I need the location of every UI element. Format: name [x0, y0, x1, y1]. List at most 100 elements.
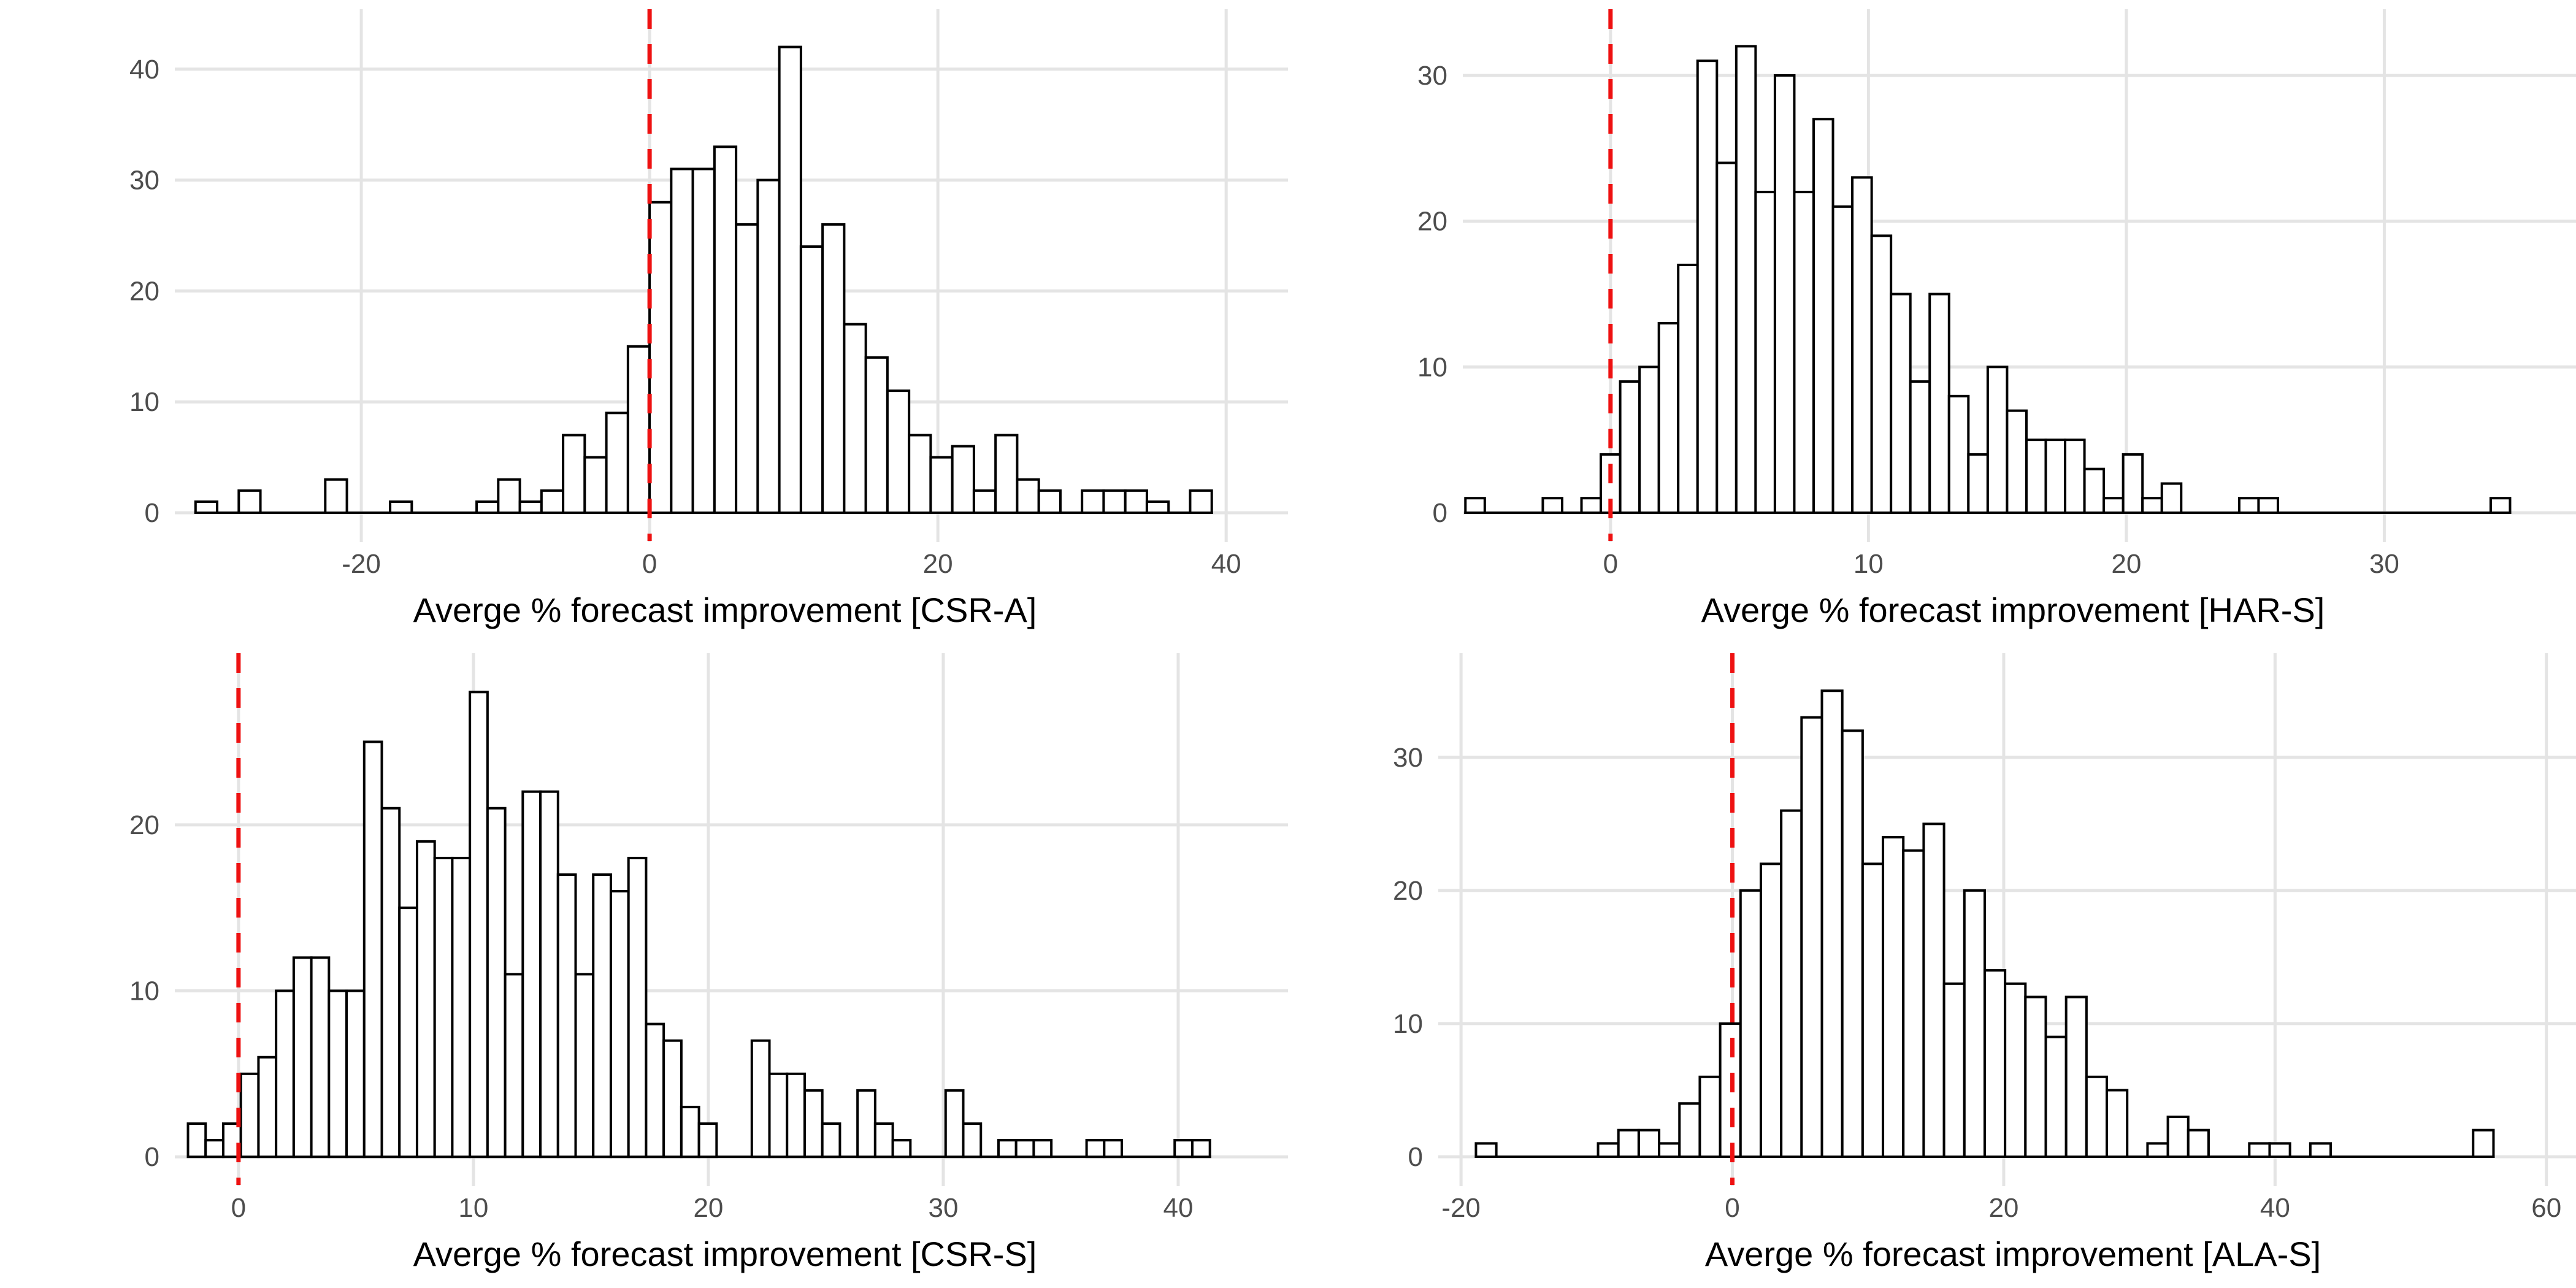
histogram-bar [2083, 467, 2106, 514]
ala-s-plot: 0 10 20 30 -20 0 20 40 60 Averge % forecast impr… [1393, 653, 2576, 1273]
histogram-bar [486, 807, 507, 1159]
histogram-bar [997, 1139, 1018, 1159]
histogram-bar [328, 989, 348, 1159]
histogram-bar [2160, 482, 2183, 514]
x-tick-label: 20 [2111, 549, 2141, 579]
histogram-bar [1037, 489, 1062, 515]
histogram-bar [1698, 1075, 1722, 1159]
histogram-bar [648, 201, 673, 515]
histogram-bar [1780, 809, 1803, 1159]
histogram-bar [645, 1022, 665, 1159]
histogram-bar [592, 873, 612, 1159]
histogram-bar [750, 1039, 771, 1159]
histogram-bar [1016, 478, 1040, 515]
histogram-bar [1754, 191, 1776, 514]
histogram-bar [662, 1039, 683, 1159]
panel-csr-s: 0 10 20 0 10 20 30 40 Averge % forecast improve… [0, 644, 1288, 1288]
histogram-bar [799, 245, 824, 515]
histogram-bar [680, 1105, 700, 1159]
histogram-bar [2004, 982, 2027, 1159]
y-tick-label: 10 [1393, 1009, 1423, 1039]
plot-layer: 0 10 20 30 0 10 20 30 [1417, 9, 2576, 579]
histogram-bar [1597, 1142, 1620, 1159]
csr-a-plot: 0 10 20 30 40 -20 0 20 40 Averge % forecast impr… [129, 9, 1288, 629]
histogram-bar [1793, 191, 1815, 514]
y-tick-label: 0 [1433, 498, 1447, 528]
x-axis-title: Averge % forecast improvement [HAR-S] [1701, 591, 2325, 629]
histogram-bar [583, 456, 608, 515]
histogram-bar [1189, 489, 1213, 515]
histogram-bar [1928, 293, 1950, 514]
histogram-bar [1658, 1142, 1681, 1159]
histogram-bar [2024, 995, 2047, 1159]
histogram-bar [786, 1072, 806, 1159]
panel-ala-s: 0 10 20 30 -20 0 20 40 60 Averge % forecast impr… [1288, 644, 2576, 1288]
panel-har-s: 0 10 20 30 0 10 20 30 Averge % forecast improve… [1288, 0, 2576, 644]
histogram-bar [1773, 74, 1796, 514]
histogram-bar [1812, 118, 1834, 514]
histogram-bar [2122, 453, 2144, 514]
histogram-bar [864, 356, 889, 515]
histogram-bar [574, 973, 595, 1159]
histogram-bar [292, 956, 313, 1159]
histogram-bar [345, 989, 366, 1159]
plot-layer: 0 10 20 0 10 20 30 40 [129, 653, 1288, 1223]
histogram-bar [962, 1122, 983, 1159]
histogram-bar [1081, 489, 1105, 515]
x-tick-label: 30 [928, 1193, 958, 1223]
histogram-bar [2268, 1142, 2291, 1159]
y-tick-label: 30 [1393, 743, 1423, 773]
histogram-bar [539, 790, 559, 1159]
y-tick-label: 40 [129, 55, 159, 85]
histogram-bar [562, 434, 586, 515]
y-tick-label: 20 [129, 276, 159, 306]
histogram-bar [2489, 497, 2512, 514]
histogram-bar [1032, 1139, 1053, 1159]
histogram-bar [821, 1122, 841, 1159]
csr-s-plot: 0 10 20 0 10 20 30 40 Averge % forecast improve… [129, 653, 1288, 1273]
histogram-bar [469, 691, 489, 1159]
histogram-bar [1190, 1139, 1211, 1159]
histogram-bar [994, 434, 1019, 515]
histogram-bar [362, 740, 383, 1159]
x-tick-label: -20 [1441, 1193, 1481, 1223]
histogram-bar [239, 1072, 260, 1159]
x-tick-label: 0 [1603, 549, 1618, 579]
histogram-bar [1014, 1139, 1035, 1159]
histogram-bar [929, 456, 954, 515]
histogram-bar [1638, 366, 1660, 514]
x-axis-title: Averge % forecast improvement [CSR-S] [413, 1235, 1037, 1273]
histogram-bar [1922, 822, 1945, 1159]
histogram-bar [1678, 1102, 1701, 1159]
histogram-bar [1735, 45, 1757, 514]
histogram-bar [433, 856, 454, 1159]
histogram-bar [1715, 161, 1738, 514]
histogram-bar [1145, 500, 1170, 515]
histogram-bar [735, 223, 759, 515]
histogram-bar [609, 890, 630, 1159]
x-tick-label: 0 [642, 549, 657, 579]
x-tick-label: 10 [458, 1193, 488, 1223]
histogram-bar [237, 489, 262, 515]
histogram-bar [1967, 453, 1989, 514]
x-tick-label: 40 [1163, 1193, 1194, 1223]
histogram-bar [886, 389, 911, 515]
y-tick-label: 0 [1408, 1142, 1423, 1172]
histogram-bar [1102, 489, 1127, 515]
histogram-bar [1942, 982, 1966, 1159]
histogram-bar [497, 478, 521, 515]
histogram-bar [873, 1122, 894, 1159]
histogram-bar [1474, 1142, 1498, 1159]
histogram-bar [1759, 862, 1783, 1159]
histogram-bar [627, 856, 648, 1159]
histogram-bar [204, 1139, 224, 1159]
histogram-bar [1870, 234, 1893, 514]
histogram-bar [768, 1072, 789, 1159]
histogram-bar [1841, 729, 1864, 1159]
x-tick-label: 0 [1725, 1193, 1739, 1223]
histogram-bar [1739, 889, 1762, 1159]
histogram-bar [670, 167, 694, 515]
x-tick-label: 40 [2260, 1193, 2290, 1223]
histogram-bar [951, 445, 975, 515]
histogram-bar [891, 1139, 912, 1159]
